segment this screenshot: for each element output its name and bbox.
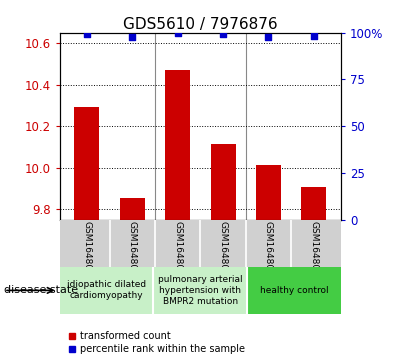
Title: GDS5610 / 7976876: GDS5610 / 7976876 [123, 16, 278, 32]
Bar [153, 267, 247, 314]
Text: GSM1648025: GSM1648025 [173, 221, 182, 282]
Bar [74, 107, 99, 220]
Text: GSM1648028: GSM1648028 [309, 221, 319, 282]
Bar [247, 267, 341, 314]
Bar [301, 187, 326, 220]
Bar [60, 267, 153, 314]
Text: GSM1648024: GSM1648024 [128, 221, 137, 281]
Text: GSM1648027: GSM1648027 [264, 221, 273, 282]
Bar [165, 70, 190, 220]
Point [220, 31, 226, 37]
Bar [120, 198, 145, 220]
Text: idiopathic dilated
cardiomyopathy: idiopathic dilated cardiomyopathy [67, 280, 146, 301]
Bar [256, 164, 281, 220]
Text: pulmonary arterial
hypertension with
BMPR2 mutation: pulmonary arterial hypertension with BMP… [158, 275, 242, 306]
Text: GSM1648023: GSM1648023 [82, 221, 91, 282]
Point [311, 33, 317, 39]
Text: disease state: disease state [4, 285, 78, 295]
Legend: transformed count, percentile rank within the sample: transformed count, percentile rank withi… [65, 327, 249, 358]
Point [265, 34, 272, 40]
Text: healthy control: healthy control [260, 286, 328, 295]
Point [83, 31, 90, 37]
Point [174, 30, 181, 36]
Text: GSM1648026: GSM1648026 [219, 221, 228, 282]
Point [129, 34, 136, 40]
Bar [210, 144, 236, 220]
